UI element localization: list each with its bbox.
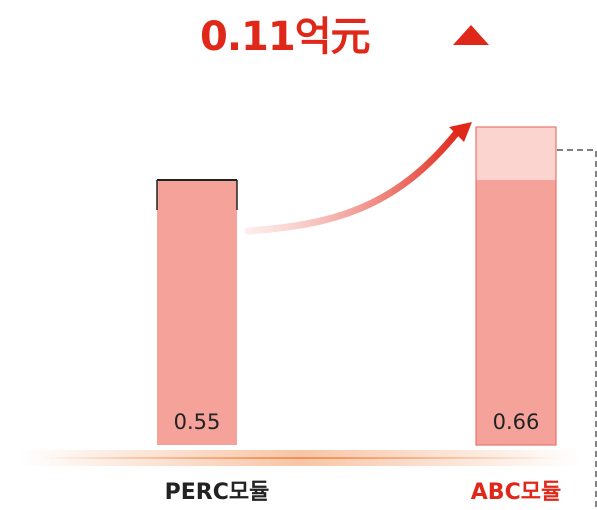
category-label-2: ABC모듈 xyxy=(471,480,561,505)
triangle-up-icon xyxy=(453,25,489,45)
headline: 0.11억元 xyxy=(0,0,597,60)
bar-2 xyxy=(476,180,556,445)
value-label-1: 0.55 xyxy=(174,410,221,434)
bar-2-outline xyxy=(475,126,557,446)
bar-1 xyxy=(157,180,237,445)
difference-headline: 0.11억元 xyxy=(200,14,370,60)
difference-bracket xyxy=(557,149,597,510)
value-label-2: 0.66 xyxy=(493,410,540,434)
category-label-1: PERC모듈 xyxy=(165,480,270,505)
baseline xyxy=(40,457,560,459)
bar-2-increase-segment xyxy=(476,127,556,180)
increase-arrow xyxy=(244,127,462,235)
increase-arrow-head xyxy=(449,122,472,142)
